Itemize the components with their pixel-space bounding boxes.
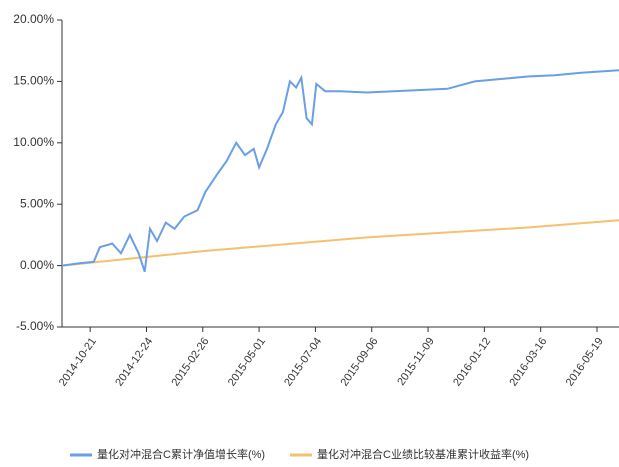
y-tick-label: 10.00% <box>13 135 54 149</box>
x-tick-label: 2014-12-24 <box>113 336 155 389</box>
x-tick-label: 2016-05-19 <box>564 336 606 389</box>
x-tick-label: 2016-03-16 <box>507 336 549 389</box>
x-tick-label: 2015-11-09 <box>395 336 437 388</box>
legend-label: 量化对冲混合C业绩比较基准累计收益率(%) <box>317 447 529 461</box>
y-tick-label: 0.00% <box>20 258 54 272</box>
series-line <box>61 219 619 267</box>
x-tick-label: 2015-05-01 <box>226 336 268 389</box>
legend-label: 量化对冲混合C累计净值增长率(%) <box>97 447 265 461</box>
x-tick-label: 2016-01-12 <box>451 336 493 389</box>
y-tick-label: 20.00% <box>13 12 54 26</box>
y-tick-label: 5.00% <box>20 196 54 210</box>
x-tick-label: 2015-09-06 <box>338 336 380 389</box>
series-line <box>61 69 619 273</box>
x-tick-label: 2014-10-21 <box>57 336 99 389</box>
y-tick-label: 15.00% <box>13 74 54 88</box>
y-tick-label: -5.00% <box>16 319 54 333</box>
x-tick-label: 2015-07-04 <box>282 336 324 389</box>
x-tick-label: 2015-02-26 <box>170 336 212 389</box>
